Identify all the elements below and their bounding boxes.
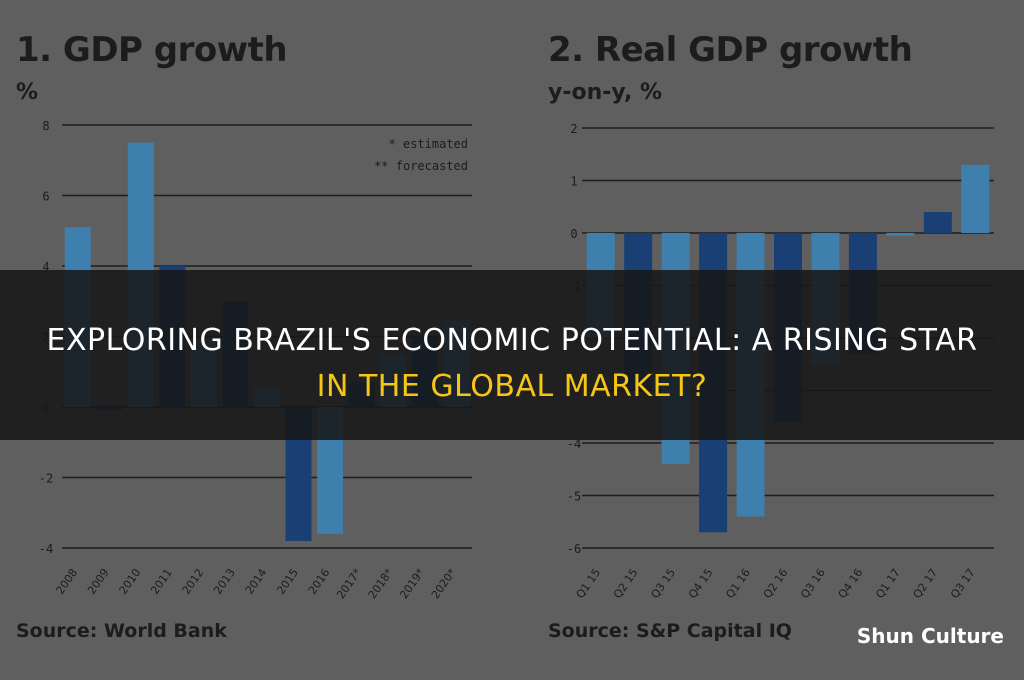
y-tick-label: -4 <box>567 437 581 451</box>
x-tick-label: Q4 15 <box>686 566 716 601</box>
headline[interactable]: EXPLORING BRAZIL'S ECONOMIC POTENTIAL: A… <box>0 318 1024 410</box>
x-tick-label: 2015 <box>274 566 301 596</box>
x-tick-label: 2018* <box>366 566 396 601</box>
x-tick-label: Q2 16 <box>761 566 791 601</box>
x-tick-label: Q1 15 <box>574 566 604 601</box>
y-tick-label: 4 <box>42 260 49 274</box>
chart-unit-label: % <box>16 80 39 105</box>
legend-entry: * estimated <box>389 137 468 151</box>
x-tick-label: Q3 16 <box>798 566 828 601</box>
y-tick-label: -5 <box>567 490 581 504</box>
x-tick-label: Q3 15 <box>648 566 678 601</box>
y-tick-label: -2 <box>39 472 53 486</box>
chart-unit-label: y-on-y, % <box>548 80 663 105</box>
bar <box>923 212 952 233</box>
bar <box>961 164 990 233</box>
bar <box>886 233 915 236</box>
headline-line-2: IN THE GLOBAL MARKET? <box>316 369 708 404</box>
y-tick-label: 6 <box>42 190 49 204</box>
headline-banner <box>0 270 1024 440</box>
x-tick-label: 2012 <box>180 566 207 596</box>
x-tick-label: 2008 <box>54 566 81 596</box>
x-tick-label: Q2 15 <box>611 566 641 601</box>
y-tick-label: 2 <box>570 122 577 136</box>
x-tick-label: 2020* <box>429 566 459 601</box>
x-tick-label: 2019* <box>397 566 427 601</box>
x-tick-label: Q4 16 <box>836 566 866 601</box>
x-tick-label: Q1 16 <box>723 566 753 601</box>
y-tick-label: 0 <box>570 227 577 241</box>
brand-logo[interactable]: Shun Culture <box>856 624 1004 648</box>
chart-title: 1. GDP growth <box>16 30 288 70</box>
y-tick-label: 8 <box>42 119 49 133</box>
x-tick-label: Q3 17 <box>948 566 978 601</box>
chart-source: Source: S&P Capital IQ <box>548 620 792 642</box>
y-tick-label: -6 <box>567 542 581 556</box>
x-tick-label: 2010 <box>117 566 144 596</box>
x-tick-label: Q2 17 <box>911 566 941 601</box>
x-tick-label: 2014 <box>243 566 270 596</box>
legend-entry: ** forecasted <box>374 159 468 173</box>
x-tick-label: 2011 <box>148 566 175 596</box>
x-tick-label: 2016 <box>306 566 333 596</box>
headline-line-1: EXPLORING BRAZIL'S ECONOMIC POTENTIAL: A… <box>46 323 978 358</box>
chart-source: Source: World Bank <box>16 620 227 642</box>
x-tick-label: 2017* <box>334 566 364 601</box>
x-tick-label: 2013 <box>211 566 238 596</box>
chart-title: 2. Real GDP growth <box>548 30 913 70</box>
x-tick-label: 2009 <box>85 566 112 596</box>
x-tick-label: Q1 17 <box>873 566 903 601</box>
y-tick-label: -4 <box>39 542 53 556</box>
y-tick-label: 1 <box>570 175 577 189</box>
